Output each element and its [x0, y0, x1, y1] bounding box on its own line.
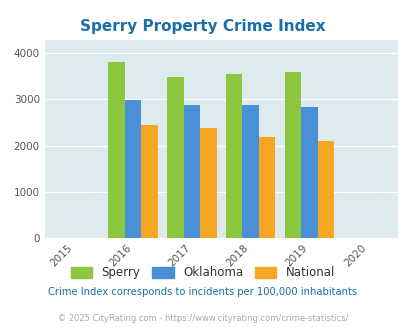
Bar — [183, 105, 200, 238]
Text: © 2025 CityRating.com - https://www.cityrating.com/crime-statistics/: © 2025 CityRating.com - https://www.city… — [58, 314, 347, 323]
Text: Sperry Property Crime Index: Sperry Property Crime Index — [80, 19, 325, 34]
Bar — [226, 74, 242, 238]
Bar — [301, 107, 317, 238]
Bar — [167, 77, 183, 238]
Bar — [284, 72, 301, 238]
Text: Crime Index corresponds to incidents per 100,000 inhabitants: Crime Index corresponds to incidents per… — [48, 287, 357, 297]
Bar — [258, 138, 275, 238]
Bar — [242, 105, 258, 238]
Bar — [317, 141, 333, 238]
Bar — [141, 125, 157, 238]
Bar — [124, 100, 141, 238]
Bar — [200, 128, 216, 238]
Bar — [108, 62, 124, 238]
Legend: Sperry, Oklahoma, National: Sperry, Oklahoma, National — [66, 262, 339, 284]
